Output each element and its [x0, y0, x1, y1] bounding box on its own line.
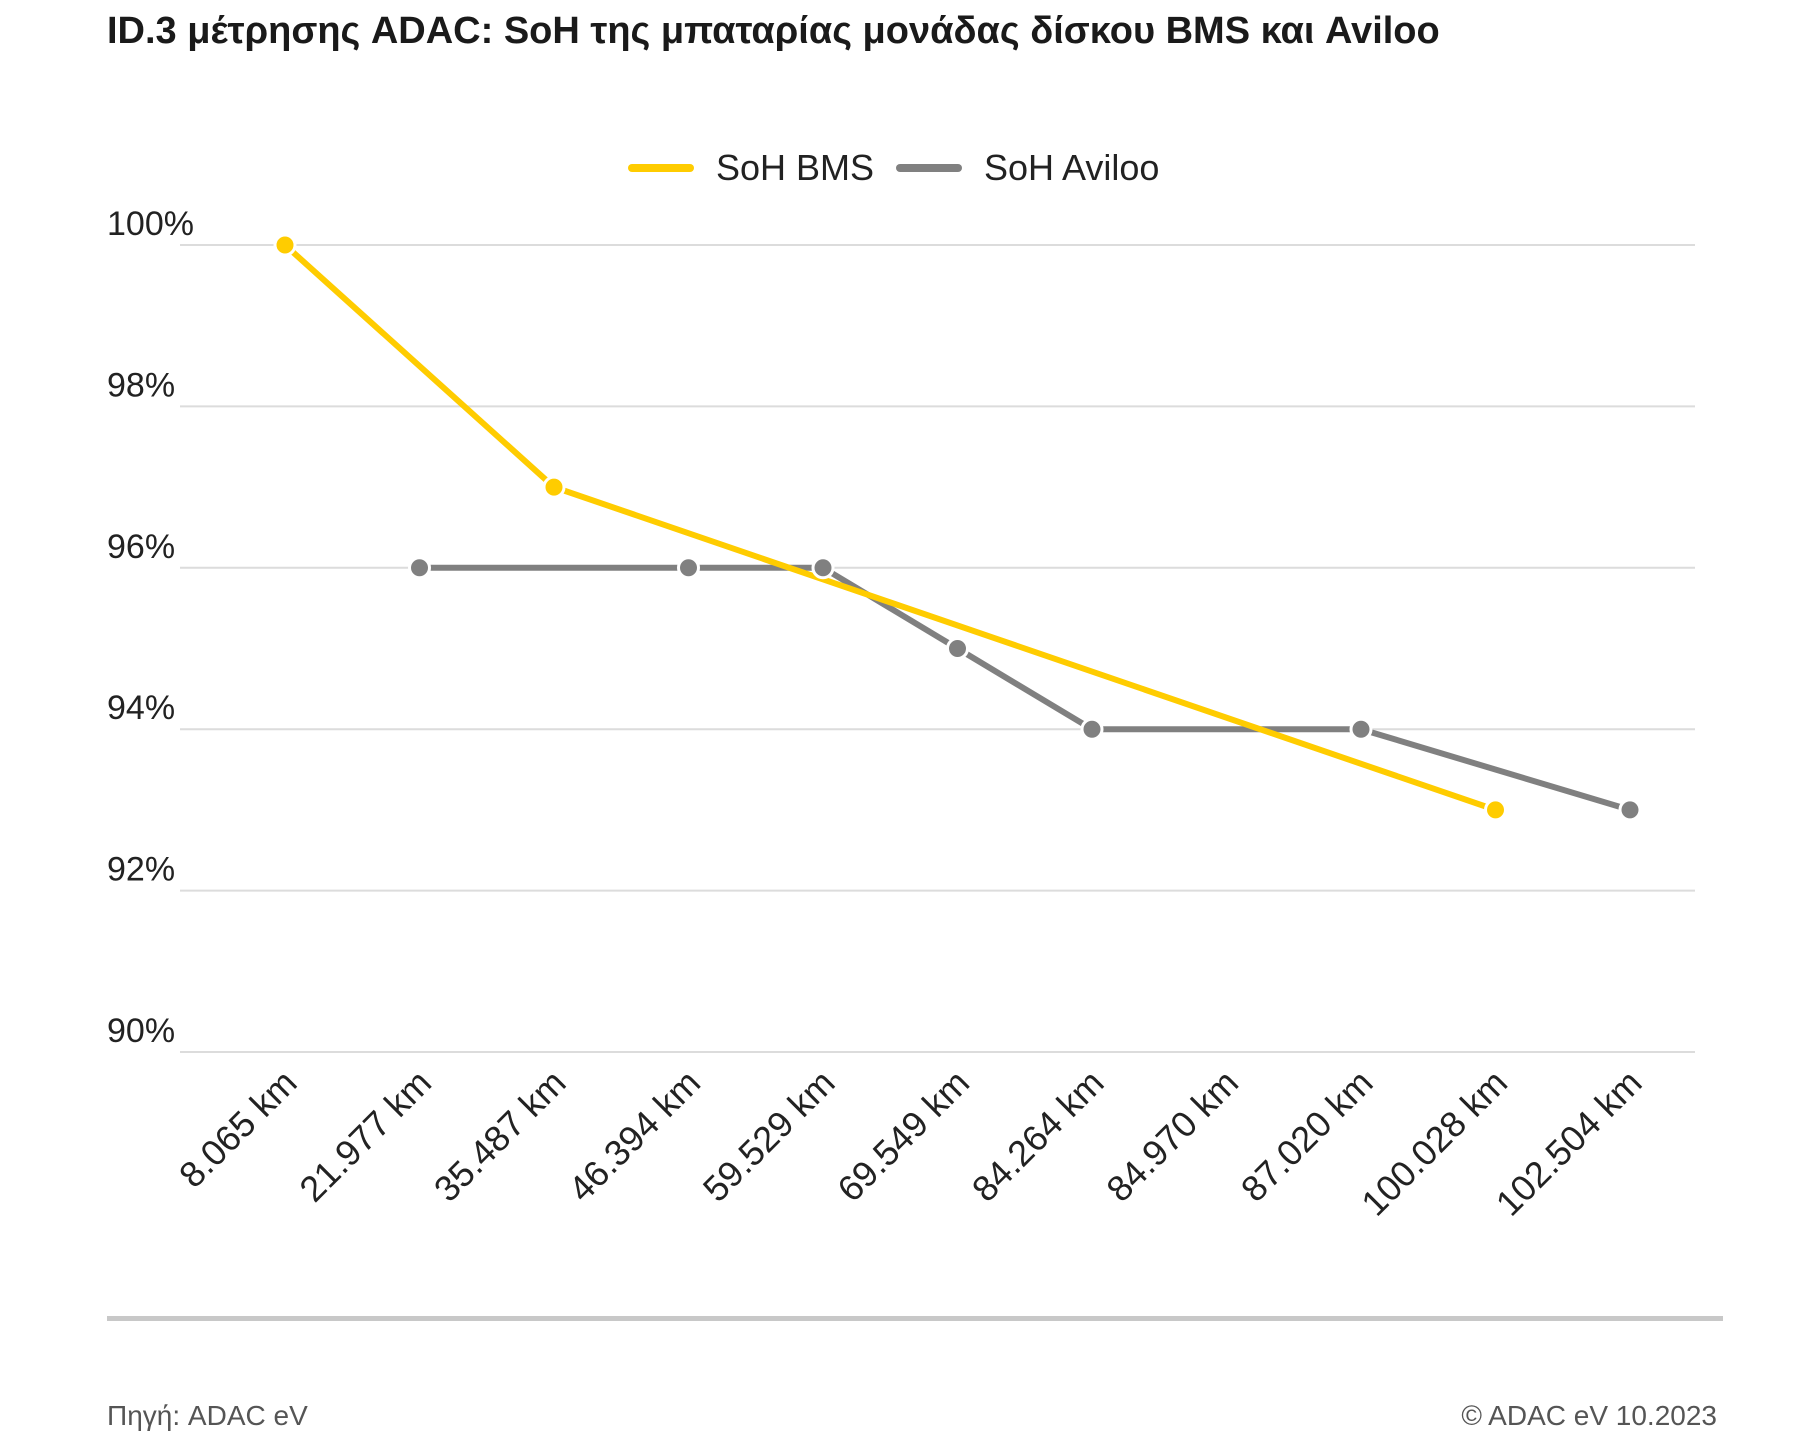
x-tick-label: 84.970 km — [1098, 1062, 1246, 1210]
y-tick-label: 100% — [107, 205, 194, 243]
data-point-soh-bms — [542, 475, 566, 499]
data-point-soh-bms — [273, 233, 297, 257]
x-tick-label: 8.065 km — [171, 1062, 305, 1196]
x-tick-label: 87.020 km — [1233, 1062, 1381, 1210]
x-tick-label: 46.394 km — [560, 1062, 708, 1210]
y-tick-label: 94% — [107, 689, 175, 727]
legend-label-soh-bms: SoH BMS — [716, 147, 874, 188]
series-lines — [282, 242, 1633, 813]
series-points — [273, 233, 1642, 822]
y-tick-label: 90% — [107, 1012, 175, 1050]
source-note: Πηγή: ADAC eV — [107, 1400, 308, 1431]
chart-title: ID.3 μέτρησης ADAC: SoH της μπαταρίας μο… — [107, 10, 1440, 52]
data-point-soh-aviloo — [1618, 798, 1642, 822]
footer-divider — [107, 1316, 1723, 1321]
x-tick-label: 102.504 km — [1488, 1062, 1650, 1224]
x-tick-label: 100.028 km — [1353, 1062, 1515, 1224]
y-axis-tick-labels: 90% 92% 94% 96% 98% 100% — [107, 205, 194, 1050]
series-line-soh-bms — [282, 242, 1499, 813]
y-tick-label: 96% — [107, 528, 175, 566]
x-tick-label: 21.977 km — [291, 1062, 439, 1210]
x-tick-label: 69.549 km — [829, 1062, 977, 1210]
data-point-soh-aviloo — [408, 556, 431, 580]
data-point-soh-aviloo — [1080, 717, 1104, 741]
data-point-soh-bms — [1484, 798, 1507, 822]
legend: SoH BMS SoH Aviloo — [628, 147, 1159, 188]
series-line-soh-aviloo — [416, 564, 1633, 813]
x-tick-label: 84.264 km — [964, 1062, 1112, 1210]
x-tick-label: 35.487 km — [426, 1062, 574, 1210]
data-point-soh-aviloo — [811, 556, 835, 580]
copyright-note: © ADAC eV 10.2023 — [1461, 1400, 1717, 1431]
data-point-soh-aviloo — [946, 637, 969, 660]
y-tick-label: 98% — [107, 366, 175, 404]
legend-label-soh-aviloo: SoH Aviloo — [984, 147, 1159, 188]
data-point-soh-aviloo — [1349, 717, 1373, 741]
y-tick-label: 92% — [107, 851, 175, 889]
x-tick-label: 59.529 km — [695, 1062, 843, 1210]
data-point-soh-aviloo — [677, 556, 700, 580]
grid-lines — [180, 244, 1695, 1053]
